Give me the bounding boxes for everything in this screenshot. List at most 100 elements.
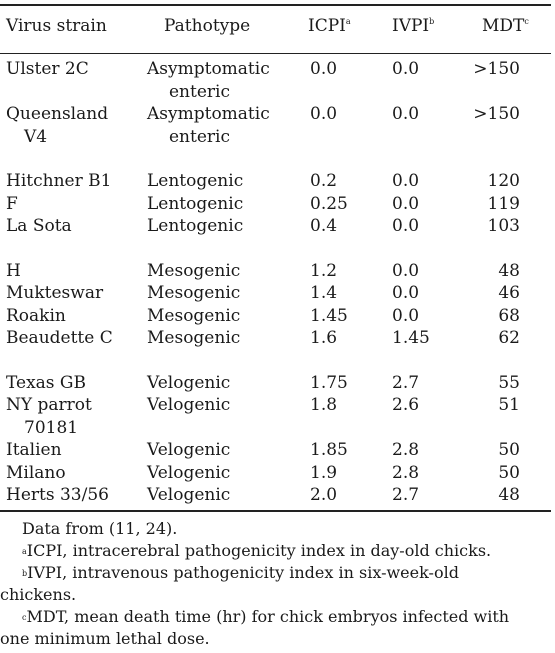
table-row: F Lentogenic 0.25 0.0 119	[0, 193, 555, 216]
cell-mdt: 119	[487, 193, 520, 214]
note-icpi: aICPI, intracerebral pathogenicity index…	[22, 541, 492, 560]
note-source: Data from (11, 24).	[22, 519, 178, 538]
cell-icpi: 0.25	[310, 193, 348, 214]
table-row: Herts 33/56 Velogenic 2.0 2.7 48	[0, 484, 555, 507]
cell-mdt: 48	[498, 260, 520, 281]
cell-icpi: 1.2	[310, 260, 338, 281]
cell-mdt: 68	[498, 305, 520, 326]
cell-strain: Ulster 2C	[6, 59, 89, 79]
cell-mdt: 48	[498, 485, 520, 505]
cell-icpi: 0.2	[310, 171, 338, 191]
cell-strain: La Sota	[6, 216, 72, 236]
footnote-mark-c: c	[524, 17, 529, 26]
table-row: Texas GB Velogenic 1.75 2.7 55	[0, 372, 555, 395]
cell-pathotype: Velogenic	[147, 440, 231, 460]
table-row: Beaudette C Mesogenic 1.6 1.45 62	[0, 327, 555, 350]
cell-mdt: 50	[498, 440, 520, 460]
cell-pathotype: Velogenic	[147, 395, 231, 415]
cell-strain: Italien	[6, 440, 62, 460]
header-pathotype: Pathotype	[164, 16, 251, 36]
cell-mdt: 103	[487, 216, 520, 236]
cell-strain: Queensland V4	[6, 104, 109, 147]
cell-ivpi: 0.0	[392, 216, 420, 236]
cell-pathotype: Velogenic	[147, 372, 231, 393]
cell-pathotype: Asymptomatic enteric	[147, 59, 270, 102]
cell-strain: NY parrot 70181	[6, 395, 92, 438]
cell-pathotype: Lentogenic	[147, 216, 244, 236]
cell-pathotype: Mesogenic	[147, 283, 241, 303]
note-mdt: cMDT, mean death time (hr) for chick emb…	[0, 607, 510, 648]
cell-strain: Herts 33/56	[6, 485, 109, 505]
cell-ivpi: 0.0	[392, 283, 420, 303]
cell-ivpi: 0.0	[392, 305, 420, 326]
table-row: Mukteswar Mesogenic 1.4 0.0 46	[0, 282, 555, 305]
footnote-mark-a: a	[345, 17, 351, 26]
table-footnotes: Data from (11, 24). aICPI, intracerebral…	[0, 518, 551, 650]
cell-strain: Roakin	[6, 305, 66, 326]
cell-mdt: 62	[498, 328, 520, 348]
cell-strain: Hitchner B1	[6, 171, 112, 191]
cell-ivpi: 0.0	[392, 171, 420, 191]
cell-pathotype: Mesogenic	[147, 328, 241, 348]
cell-strain: Beaudette C	[6, 328, 113, 348]
cell-ivpi: 0.0	[392, 260, 420, 281]
header-rule	[0, 53, 551, 54]
cell-ivpi: 2.7	[392, 372, 420, 393]
table-body: Ulster 2C Asymptomatic enteric 0.0 0.0 >1…	[0, 58, 555, 507]
cell-icpi: 1.6	[310, 328, 338, 348]
table-row: Milano Velogenic 1.9 2.8 50	[0, 462, 555, 485]
cell-pathotype: Lentogenic	[147, 171, 244, 191]
cell-icpi: 1.45	[310, 305, 348, 326]
cell-icpi: 1.9	[310, 462, 338, 483]
cell-ivpi: 0.0	[392, 59, 420, 79]
cell-mdt: 46	[498, 283, 520, 303]
cell-pathotype: Velogenic	[147, 485, 231, 505]
note-ivpi: bIVPI, intravenous pathogenicity index i…	[0, 563, 459, 604]
cell-pathotype: Mesogenic	[147, 260, 241, 281]
cell-ivpi: 2.7	[392, 485, 420, 505]
table-row: Hitchner B1 Lentogenic 0.2 0.0 120	[0, 170, 555, 193]
header-ivpi: IVPIb	[392, 16, 435, 36]
cell-strain: Texas GB	[6, 372, 87, 393]
cell-icpi: 0.0	[310, 59, 338, 79]
cell-strain: Mukteswar	[6, 283, 104, 303]
table-row: Queensland V4 Asymptomatic enteric 0.0 0.0…	[0, 103, 555, 148]
cell-ivpi: 2.6	[392, 395, 420, 415]
cell-mdt: >150	[473, 59, 520, 79]
header-icpi: ICPIa	[308, 16, 351, 36]
cell-mdt: 55	[498, 372, 520, 393]
cell-icpi: 1.75	[310, 372, 348, 393]
header-mdt: MDTc	[482, 16, 529, 36]
table-header: Virus strain Pathotype ICPIa IVPIb MDTc	[0, 16, 555, 46]
cell-strain: Milano	[6, 462, 66, 483]
cell-icpi: 2.0	[310, 485, 338, 505]
cell-strain: H	[6, 260, 21, 281]
top-rule	[0, 4, 551, 6]
table-row: H Mesogenic 1.2 0.0 48	[0, 260, 555, 283]
bottom-rule	[0, 510, 551, 512]
cell-icpi: 1.85	[310, 440, 348, 460]
table-row: Italien Velogenic 1.85 2.8 50	[0, 439, 555, 462]
cell-mdt: >150	[473, 104, 520, 124]
cell-pathotype: Mesogenic	[147, 305, 241, 326]
cell-ivpi: 0.0	[392, 104, 420, 124]
table-row: NY parrot 70181 Velogenic 1.8 2.6 51	[0, 394, 555, 439]
cell-mdt: 51	[498, 395, 520, 415]
cell-mdt: 120	[487, 171, 520, 191]
footnote-mark-b: b	[429, 17, 435, 26]
cell-icpi: 0.0	[310, 104, 338, 124]
cell-pathotype: Asymptomatic enteric	[147, 104, 270, 147]
cell-ivpi: 1.45	[392, 328, 430, 348]
cell-icpi: 1.8	[310, 395, 338, 415]
cell-icpi: 0.4	[310, 216, 338, 236]
cell-strain: F	[6, 193, 18, 214]
table-row: La Sota Lentogenic 0.4 0.0 103	[0, 215, 555, 238]
cell-ivpi: 2.8	[392, 462, 420, 483]
header-virus-strain: Virus strain	[6, 16, 107, 36]
cell-pathotype: Velogenic	[147, 462, 231, 483]
table-row: Roakin Mesogenic 1.45 0.0 68	[0, 305, 555, 328]
cell-mdt: 50	[498, 462, 520, 483]
cell-ivpi: 0.0	[392, 193, 420, 214]
cell-pathotype: Lentogenic	[147, 193, 244, 214]
